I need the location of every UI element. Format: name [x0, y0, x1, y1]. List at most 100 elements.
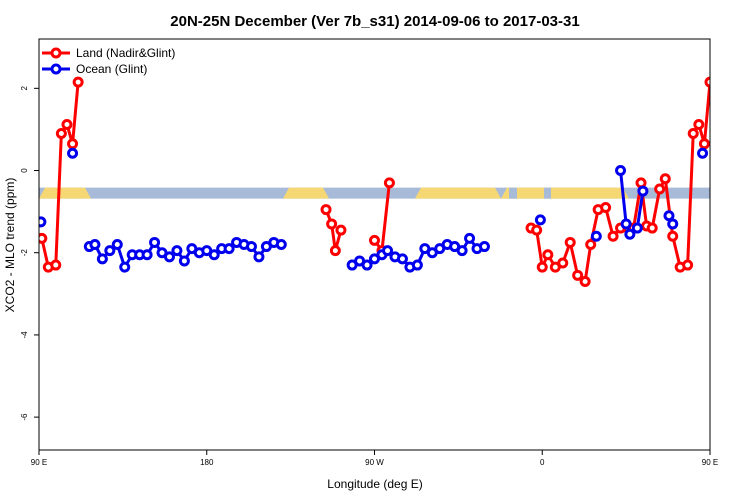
- series-1-point-1-0: [67, 147, 79, 159]
- legend-label-land: Land (Nadir&Glint): [76, 46, 175, 60]
- series-1-point-2-23: [253, 251, 265, 263]
- series-0-line-0: [40, 82, 80, 269]
- series-0-point-3-6: [564, 236, 576, 248]
- series-1-point-3-5: [382, 245, 394, 257]
- legend-entry-ocean: Ocean (Glint): [42, 62, 147, 76]
- y-tick-label-2: -2: [20, 249, 29, 257]
- y-axis-label: XCO2 - MLO trend (ppm): [3, 178, 17, 313]
- series-0-point-3-11: [600, 202, 612, 214]
- series-0-point-1-0: [320, 204, 332, 216]
- series-1-point-9-0: [715, 243, 723, 251]
- series-1-point-2-17: [208, 249, 220, 261]
- y-axis: -6 -4 -2 0 2: [20, 86, 39, 421]
- series-0-point-1-2: [329, 245, 341, 257]
- series-1-point-3-7: [396, 253, 408, 265]
- series-1-point-0-0: [39, 216, 47, 228]
- series-1-point-2-2: [96, 253, 108, 265]
- series-0-point-3-26: [698, 138, 710, 150]
- series-1-point-2-12: [171, 245, 183, 257]
- series-0-point-3-16: [635, 177, 647, 189]
- series-0-point-3-9: [585, 239, 597, 250]
- map-strip: [39, 187, 710, 199]
- series-0-point-0-6: [72, 76, 84, 88]
- series-0-point-0-4: [61, 118, 73, 130]
- series-0-line-1: [324, 209, 343, 253]
- series-0-point-0-3: [55, 128, 67, 140]
- series-1-point-2-3: [104, 245, 116, 257]
- series-0-point-3-2: [536, 261, 548, 273]
- x-tick-label-4: 90 E: [702, 458, 718, 467]
- series-1-point-5-0: [590, 230, 602, 242]
- map-strip-ocean: [39, 187, 710, 199]
- series-0-point-3-27: [704, 76, 710, 88]
- legend: Land (Nadir&Glint) Ocean (Glint): [42, 46, 175, 76]
- series-1-point-9-4: [743, 241, 750, 249]
- series-0-point-3-23: [682, 259, 694, 271]
- series-0-point-3-19: [654, 183, 666, 195]
- series-1-point-2-26: [275, 239, 287, 250]
- series-1-point-3-16: [464, 232, 476, 244]
- series-1-line-9: [719, 242, 750, 267]
- series-1-point-2-22: [245, 241, 257, 253]
- x-axis: 90 E 180 90 W 0 90 E: [31, 450, 718, 467]
- legend-marker-land: [50, 47, 62, 59]
- legend-marker-ocean: [50, 63, 62, 75]
- series-1-point-2-11: [163, 251, 175, 263]
- y-tick-label-3: 0: [20, 168, 29, 173]
- series-1-point-2-19: [223, 243, 235, 255]
- x-tick-label-3: 0: [540, 458, 545, 467]
- series-1-point-8-0: [697, 147, 709, 159]
- series-0-point-3-7: [572, 269, 584, 281]
- map-strip-land-asia: [39, 187, 91, 199]
- series-0-point-0-0: [39, 232, 48, 244]
- series-1-point-3-18: [478, 241, 490, 253]
- series-0-point-3-24: [687, 128, 699, 140]
- series-0-point-1-3: [335, 224, 347, 236]
- map-strip-sea-0: [509, 187, 517, 199]
- series-0-point-3-25: [693, 118, 705, 130]
- series-1-point-2-4: [111, 239, 123, 250]
- series-1: [39, 147, 750, 273]
- series-1-point-6-3: [631, 222, 643, 234]
- legend-entry-land: Land (Nadir&Glint): [42, 46, 175, 60]
- series-0-point-3-20: [659, 173, 671, 185]
- x-tick-label-0: 90 E: [31, 458, 47, 467]
- series-1-point-3-15: [456, 245, 468, 257]
- series-1-point-6-1: [620, 218, 632, 230]
- series-1-point-6-0: [615, 165, 627, 177]
- y-tick-label-0: -6: [20, 413, 29, 421]
- series-1-point-6-2: [624, 228, 636, 240]
- map-strip-land-africa: [415, 187, 501, 199]
- series-1-point-2-13: [178, 255, 190, 267]
- series-1-point-7-1: [667, 218, 679, 230]
- map-strip-sea-1: [544, 187, 551, 199]
- x-tick-label-2: 90 W: [365, 458, 384, 467]
- series-layer: [39, 76, 750, 287]
- series-0-point-2-0: [369, 234, 380, 246]
- series-0-point-1-1: [326, 218, 338, 230]
- series-1-point-3-9: [411, 259, 423, 271]
- series-0-point-3-21: [667, 230, 679, 242]
- chart-title: 20N-25N December (Ver 7b_s31) 2014-09-06…: [170, 13, 579, 30]
- series-1-point-7-0: [663, 210, 675, 222]
- map-strip-land-asia-repeat: [501, 187, 629, 199]
- series-0-point-3-1: [531, 224, 543, 236]
- x-tick-label-1: 180: [200, 458, 214, 467]
- series-1-point-9-3: [736, 247, 744, 255]
- series-1-point-6-4: [637, 185, 649, 197]
- series-0: [39, 76, 710, 287]
- series-0-point-3-18: [646, 222, 658, 234]
- series-0-point-3-8: [579, 275, 591, 287]
- y-tick-label-4: 2: [20, 86, 29, 91]
- series-1-point-2-9: [149, 236, 161, 248]
- series-1-point-2-8: [141, 249, 153, 261]
- series-0-point-3-3: [542, 249, 554, 261]
- series-0-point-0-5: [67, 138, 79, 150]
- series-0-point-3-5: [557, 257, 569, 269]
- legend-label-ocean: Ocean (Glint): [76, 62, 147, 76]
- x-axis-label: Longitude (deg E): [327, 477, 422, 491]
- series-0-point-3-12: [607, 230, 619, 242]
- series-1-point-4-0: [534, 214, 546, 226]
- series-1-point-9-1: [721, 241, 729, 249]
